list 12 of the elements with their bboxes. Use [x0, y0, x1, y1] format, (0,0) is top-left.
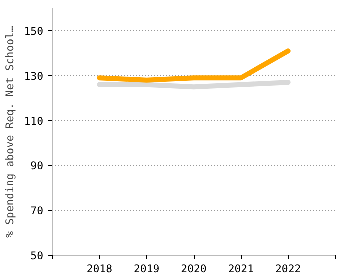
- y-tick-label: 50: [30, 250, 44, 262]
- y-tick-label: 90: [30, 160, 44, 173]
- y-tick-label: 70: [30, 204, 44, 218]
- y-tick-label: 130: [24, 70, 44, 83]
- y-tick-label: 110: [24, 114, 44, 128]
- x-tick-label: 2022: [276, 262, 302, 275]
- x-tick-label: 2021: [228, 262, 254, 275]
- y-axis-title: % Spending above Req. Net School…: [3, 26, 16, 238]
- x-tick-label: 2020: [181, 262, 207, 275]
- x-tick-label: 2018: [86, 262, 113, 275]
- x-tick-label: 2019: [134, 262, 160, 275]
- y-tick-label: 150: [24, 24, 44, 38]
